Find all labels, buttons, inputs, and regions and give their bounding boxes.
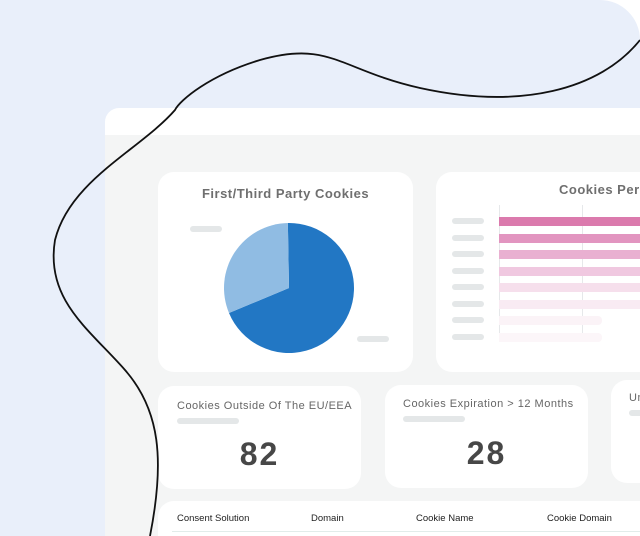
stat-card-outside-eu: Cookies Outside Of The EU/EEA 82 [158, 386, 361, 489]
placeholder [177, 418, 239, 424]
header-divider [172, 531, 640, 532]
column-header[interactable]: Domain [311, 513, 344, 524]
bar [499, 217, 640, 226]
placeholder [403, 416, 465, 422]
pie-chart-title: First/Third Party Cookies [201, 186, 370, 201]
bar-label-placeholder [452, 317, 484, 323]
bar [499, 233, 640, 243]
bar [499, 316, 602, 325]
bar-label-placeholder [452, 284, 484, 290]
stat-card-partial: Un [611, 380, 640, 483]
bar [499, 266, 640, 276]
pie-chart-card: First/Third Party Cookies [158, 172, 413, 372]
stat-card-expiration: Cookies Expiration > 12 Months 28 [385, 385, 588, 488]
bar-label-placeholder [452, 300, 484, 307]
column-header[interactable]: Cookie Name [416, 513, 474, 524]
stat-title: Cookies Expiration > 12 Months [403, 398, 574, 410]
legend-placeholder [357, 336, 389, 342]
bar-chart-title: Cookies Per [559, 182, 640, 197]
bar-chart-card: Cookies Per [436, 172, 640, 372]
bar-label-placeholder [452, 267, 484, 274]
bar [499, 283, 640, 292]
bar-label-placeholder [452, 218, 484, 224]
stat-title: Cookies Outside Of The EU/EEA [177, 400, 353, 412]
bar [499, 332, 602, 342]
placeholder [629, 410, 640, 416]
bar-label-placeholder [452, 333, 484, 340]
column-header[interactable]: Cookie Domain [547, 513, 612, 524]
stat-value: 28 [466, 435, 507, 471]
legend-placeholder [190, 226, 222, 232]
stat-value: 82 [239, 436, 280, 472]
bar-label-placeholder [452, 251, 484, 257]
bar [499, 250, 640, 259]
column-header[interactable]: Consent Solution [177, 513, 250, 524]
bar [499, 299, 640, 309]
stat-title: Un [629, 392, 640, 404]
cookies-table: Consent Solution Domain Cookie Name Cook… [158, 501, 640, 536]
pie-chart [224, 223, 354, 353]
bar-label-placeholder [452, 234, 484, 241]
